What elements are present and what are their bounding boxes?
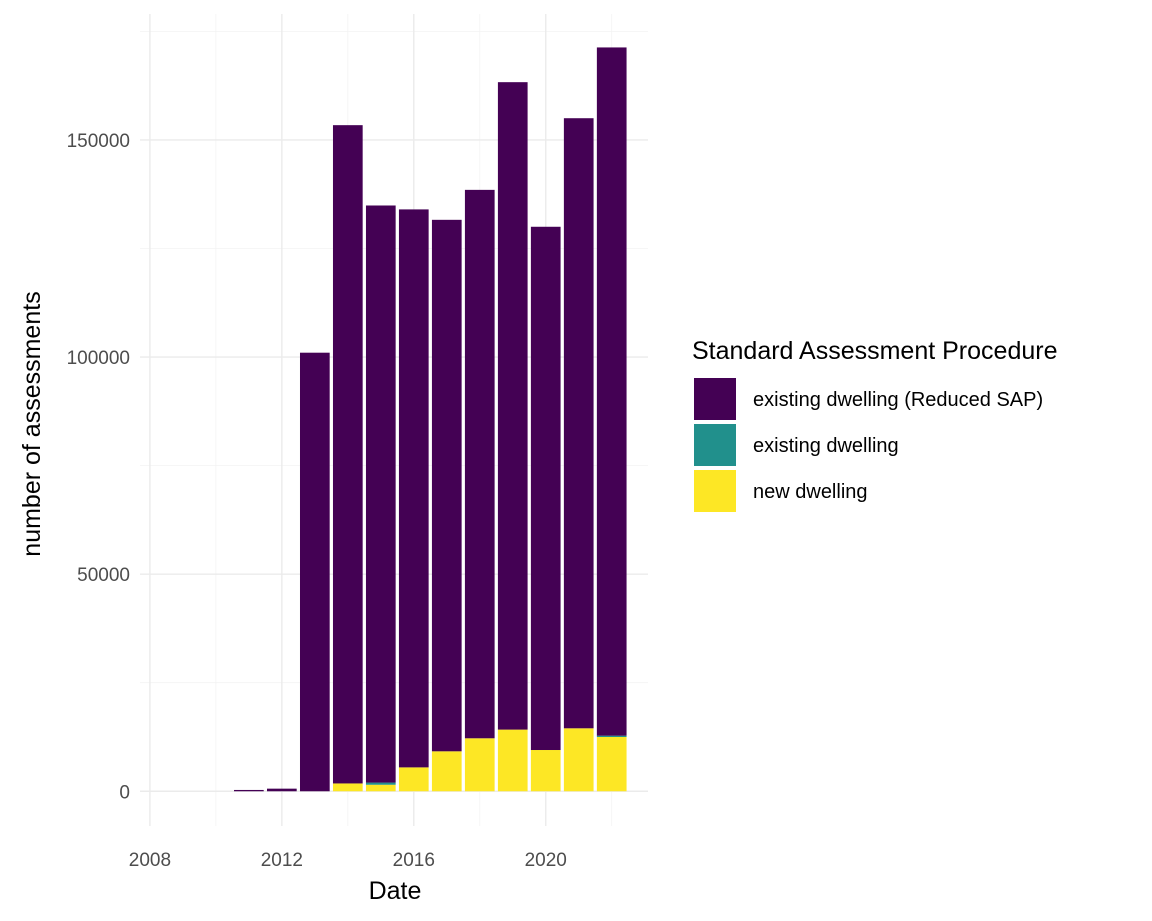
legend-swatch	[694, 424, 736, 466]
bar-segment	[464, 738, 495, 792]
legend-label: existing dwelling (Reduced SAP)	[753, 389, 1043, 411]
bar-segment	[398, 767, 429, 792]
x-axis-ticks: 2008 2012 2016 2020	[129, 850, 567, 871]
legend-swatch	[694, 378, 736, 420]
bar-segment	[365, 205, 396, 783]
bar-segment	[332, 783, 363, 792]
bar-segment	[431, 219, 462, 752]
y-tick-label: 150000	[67, 131, 130, 152]
bar-segment	[497, 82, 528, 730]
x-tick-label: 2012	[261, 850, 303, 871]
bar-segment	[234, 789, 264, 792]
y-axis-title: number of assessments	[18, 291, 46, 556]
y-axis-ticks: 0 50000 100000 150000	[67, 131, 130, 803]
legend-swatch	[694, 470, 736, 512]
bar-segment	[497, 729, 528, 792]
bar-segment	[267, 788, 297, 792]
x-axis-title: Date	[369, 877, 422, 905]
bar-segment	[332, 125, 363, 784]
bar-segment	[464, 189, 495, 739]
bar-segment	[596, 736, 627, 792]
bar-segment	[299, 352, 330, 792]
x-tick-label: 2008	[129, 850, 171, 871]
bar-segment	[398, 209, 429, 768]
legend: Standard Assessment Procedure existing d…	[692, 337, 1057, 512]
y-tick-label: 50000	[77, 565, 130, 586]
x-tick-label: 2016	[393, 850, 435, 871]
bar-segment	[365, 784, 396, 792]
bars	[234, 47, 627, 792]
x-tick-label: 2020	[525, 850, 567, 871]
bar-segment	[563, 118, 594, 729]
y-tick-label: 0	[119, 782, 130, 803]
bar-segment	[530, 750, 561, 792]
bar-segment	[596, 735, 627, 737]
bar-segment	[596, 47, 627, 736]
bar-segment	[431, 751, 462, 792]
legend-label: existing dwelling	[753, 435, 899, 457]
y-tick-label: 100000	[67, 348, 130, 369]
bar-segment	[530, 226, 561, 751]
bar-segment	[563, 728, 594, 792]
legend-title: Standard Assessment Procedure	[692, 337, 1057, 365]
bar-segment	[365, 782, 396, 785]
legend-label: new dwelling	[753, 481, 868, 503]
